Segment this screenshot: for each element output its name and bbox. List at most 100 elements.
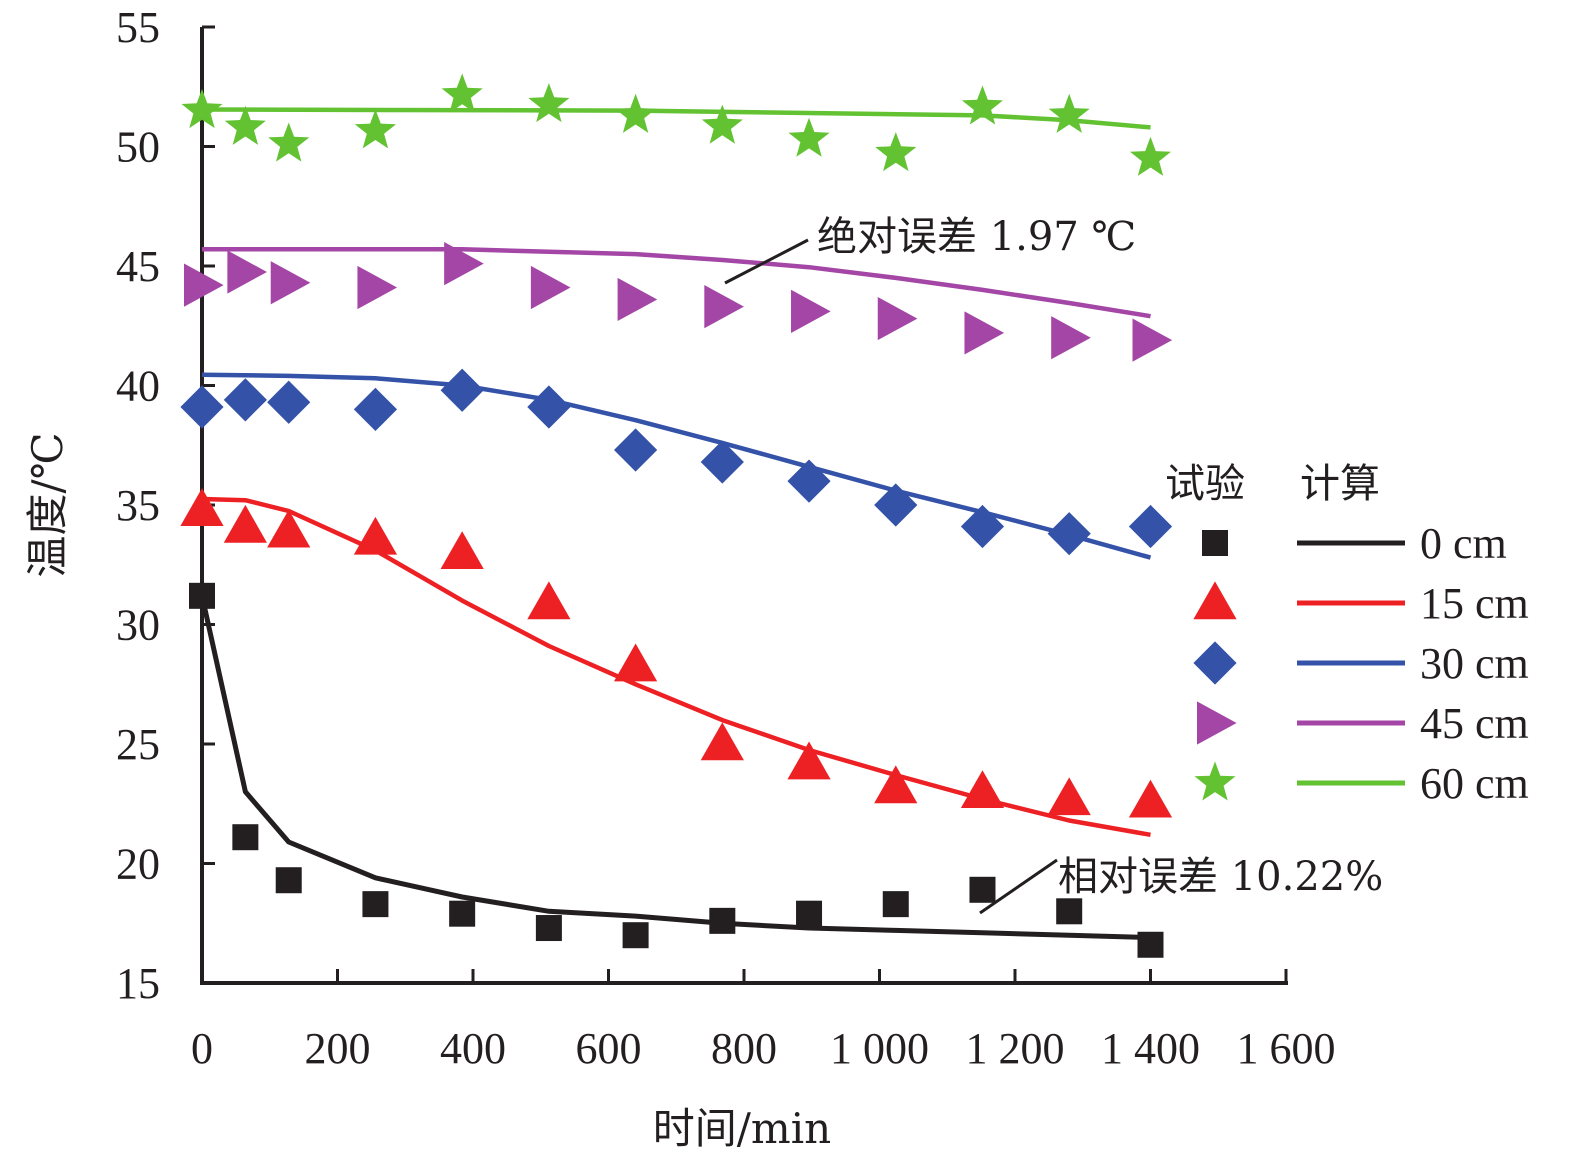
test-point-45cm [877,296,918,341]
test-point-15cm [527,581,571,620]
x-axis-title: 时间/min [653,1104,831,1153]
calc-line-60cm [201,107,1151,130]
test-point-30cm [700,440,744,484]
legend-marker-15cm [1193,581,1237,620]
y-tick-label: 50 [116,123,160,172]
calc-line-0cm [199,595,1151,941]
y-tick-label: 30 [116,601,160,650]
test-point-45cm [357,265,398,310]
legend: 试验 计算 0 cm 15 cm 30 cm 45 cm 60 cm [1165,461,1529,808]
test-point-15cm [1128,779,1173,818]
test-point-60cm [224,105,266,145]
test-point-30cm [874,483,918,527]
test-point-45cm [444,242,484,286]
calc-line-15cm [201,496,1151,838]
legend-header-calc: 计算 [1300,461,1380,507]
test-point-60cm [615,93,657,133]
test-point-0cm [882,891,909,918]
test-point-30cm [223,378,267,422]
test-point-15cm [787,741,831,780]
x-tick-label: 1 400 [1101,1024,1200,1073]
legend-label: 60 cm [1420,759,1529,808]
y-tick-label: 20 [116,840,160,889]
test-point-60cm [354,109,396,149]
legend-label: 30 cm [1420,639,1529,688]
test-point-60cm [1048,93,1090,133]
y-axis-title: 温度/℃ [23,432,72,577]
test-point-30cm [614,428,658,472]
test-point-30cm [1047,512,1091,556]
test-point-0cm [535,915,562,942]
test-point-0cm [1137,931,1164,958]
test-point-45cm [270,261,311,305]
x-tick-label: 600 [576,1024,642,1073]
y-tick-label: 40 [116,362,160,411]
annotation-leader-abs-error [724,238,809,285]
test-point-0cm [189,582,215,609]
annotation-rel-error: 相对误差 10.22% [1058,854,1383,900]
x-tick-label: 1 200 [966,1024,1065,1073]
y-tick-label: 55 [116,3,160,52]
legend-label: 15 cm [1420,579,1529,628]
test-point-60cm [268,122,310,162]
legend-marker-30cm [1193,641,1237,685]
test-markers [180,73,1173,958]
y-tick-label: 35 [116,481,160,530]
test-point-15cm [874,765,918,804]
test-point-60cm [701,104,743,144]
test-point-30cm [527,385,571,429]
test-point-15cm [353,516,398,555]
test-point-0cm [622,922,649,949]
test-point-45cm [184,263,224,307]
x-tick-label: 0 [191,1024,213,1073]
annotation-abs-error: 绝对误差 1.97 ℃ [817,214,1136,260]
y-tick-label: 25 [116,720,160,769]
y-tick-label: 15 [116,959,160,1008]
test-point-60cm [788,117,830,157]
y-ticks: 15 20 25 30 35 40 45 50 55 [116,3,215,1008]
x-tick-label: 200 [305,1024,371,1073]
test-point-0cm [709,907,736,934]
test-point-45cm [227,250,267,294]
test-point-0cm [969,876,996,903]
test-point-45cm [704,285,744,329]
test-point-15cm [960,770,1005,808]
test-point-0cm [449,900,476,927]
x-ticks: 0 200 400 600 800 1 000 1 200 1 400 1 600 [191,969,1336,1073]
test-point-30cm [180,385,224,429]
test-point-45cm [964,311,1005,355]
test-point-0cm [796,900,823,927]
annotations: 绝对误差 1.97 ℃ 相对误差 10.22% [724,214,1383,915]
test-point-45cm [791,289,831,334]
test-point-60cm [961,85,1003,125]
test-point-30cm [960,504,1005,549]
test-point-30cm [440,368,484,412]
axes [200,27,1288,985]
x-tick-label: 1 600 [1237,1024,1336,1073]
test-point-60cm [181,89,223,129]
test-point-15cm [267,509,311,548]
test-point-45cm [530,265,571,310]
test-point-45cm [1132,318,1173,362]
test-point-30cm [353,387,398,431]
legend-label: 0 cm [1420,519,1507,568]
test-point-30cm [1128,504,1173,549]
test-point-60cm [1130,136,1171,176]
test-point-0cm [362,891,389,918]
test-point-60cm [441,73,483,113]
test-point-0cm [275,867,302,894]
legend-header-test: 试验 [1165,461,1245,507]
x-tick-label: 800 [711,1024,777,1073]
test-point-15cm [700,722,744,761]
y-tick-label: 45 [116,242,160,291]
test-point-15cm [440,531,484,569]
legend-marker-60cm [1194,761,1236,801]
test-point-45cm [617,277,658,322]
x-tick-label: 1 000 [830,1024,929,1073]
legend-marker-0cm [1202,530,1228,556]
calc-line-30cm [201,372,1152,560]
test-point-0cm [232,824,259,851]
test-point-15cm [614,643,658,682]
x-tick-label: 400 [440,1024,506,1073]
